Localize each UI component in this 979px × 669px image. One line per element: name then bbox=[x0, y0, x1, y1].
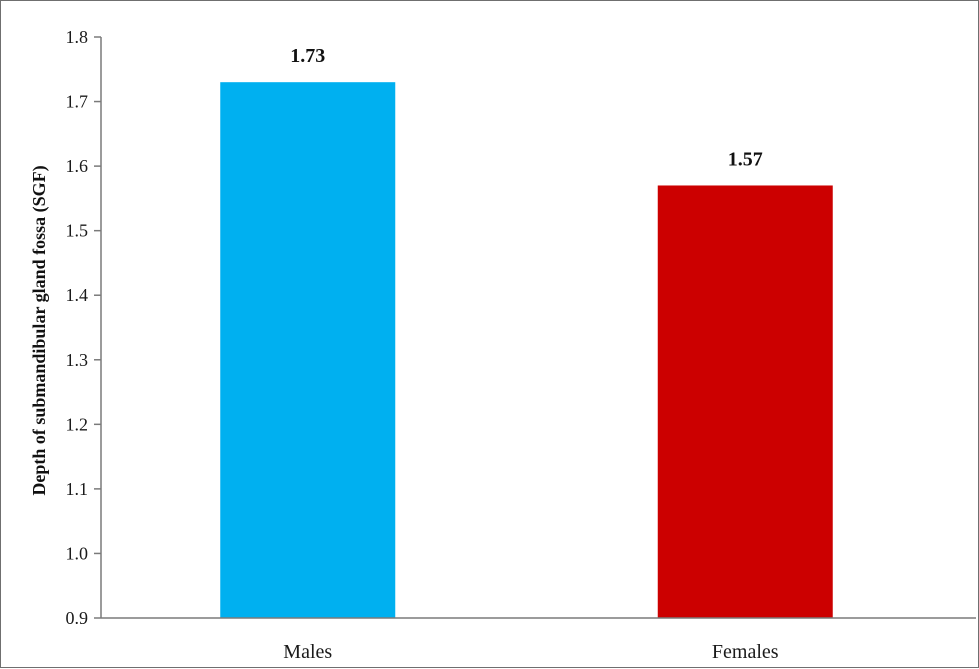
data-label-males: 1.73 bbox=[290, 45, 325, 67]
y-tick-label: 1.4 bbox=[66, 285, 89, 305]
data-label-females: 1.57 bbox=[728, 148, 763, 170]
y-tick-label: 0.9 bbox=[66, 608, 89, 628]
y-tick-label: 1.6 bbox=[66, 156, 89, 176]
category-labels: Males Females bbox=[283, 641, 778, 663]
bar-males bbox=[220, 82, 396, 618]
y-tick-label: 1.0 bbox=[66, 543, 89, 563]
bars bbox=[220, 82, 833, 618]
y-tick-label: 1.3 bbox=[66, 350, 89, 370]
y-ticks: 0.9 1.0 1.1 1.2 1.3 1.4 1.5 1.6 1.7 1.8 bbox=[66, 27, 101, 628]
y-tick-label: 1.5 bbox=[66, 221, 89, 241]
y-axis-title: Depth of submandibular gland fossa (SGF) bbox=[29, 165, 50, 495]
category-label-females: Females bbox=[712, 641, 779, 663]
category-label-males: Males bbox=[283, 641, 332, 663]
y-tick-label: 1.2 bbox=[66, 414, 89, 434]
data-labels: 1.73 1.57 bbox=[290, 45, 763, 170]
y-tick-label: 1.1 bbox=[66, 479, 89, 499]
y-axis-title-group: Depth of submandibular gland fossa (SGF) bbox=[29, 165, 50, 495]
y-tick-label: 1.8 bbox=[66, 27, 89, 47]
bar-females bbox=[657, 185, 833, 618]
y-tick-label: 1.7 bbox=[66, 92, 89, 112]
